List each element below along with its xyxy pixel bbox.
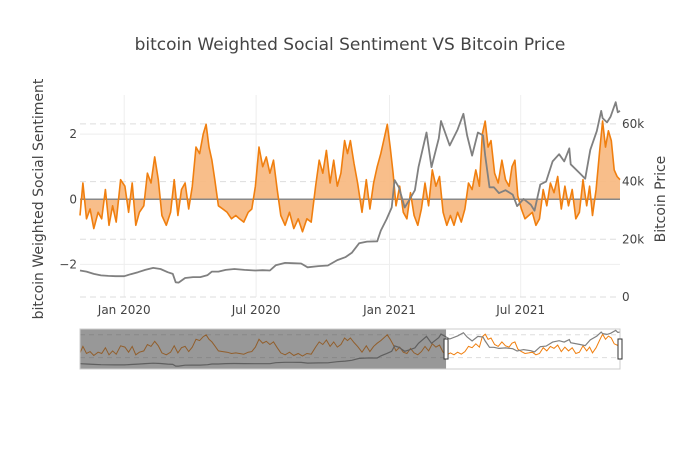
sentiment-line [79, 120, 621, 233]
chart-title: bitcoin Weighted Social Sentiment VS Bit… [135, 35, 566, 55]
tick-layer: Jan 2020 Jul 2020 Jan 2021 Jul 2021 2 0 −2 0 20k… [59, 117, 644, 317]
x-tick-label: Jul 2020 [231, 303, 281, 317]
rangeslider[interactable] [79, 328, 623, 370]
x-tick-label: Jan 2021 [362, 303, 416, 317]
y-left-tick-label: 2 [69, 127, 77, 141]
x-tick-label: Jan 2020 [97, 303, 151, 317]
rangeslider-left-handle[interactable] [443, 338, 449, 360]
y-right-axis-title: Bitcoin Price [653, 156, 669, 243]
y-right-tick-label: 60k [622, 117, 644, 131]
y-right-tick-label: 20k [622, 232, 644, 246]
price-line [79, 101, 621, 284]
y-right-tick-label: 40k [622, 175, 644, 189]
y-left-axis-title: bitcoin Weighted Social Sentiment [31, 78, 47, 319]
sentiment-area [80, 121, 620, 232]
y-left-tick-label: −2 [59, 257, 77, 271]
series-layer [79, 101, 621, 284]
x-tick-label: Jul 2021 [495, 303, 545, 317]
y-right-tick-label: 0 [622, 290, 630, 304]
rangeslider-mask [80, 329, 447, 369]
y-left-tick-label: 0 [69, 192, 77, 206]
rangeslider-right-handle[interactable] [617, 338, 623, 360]
